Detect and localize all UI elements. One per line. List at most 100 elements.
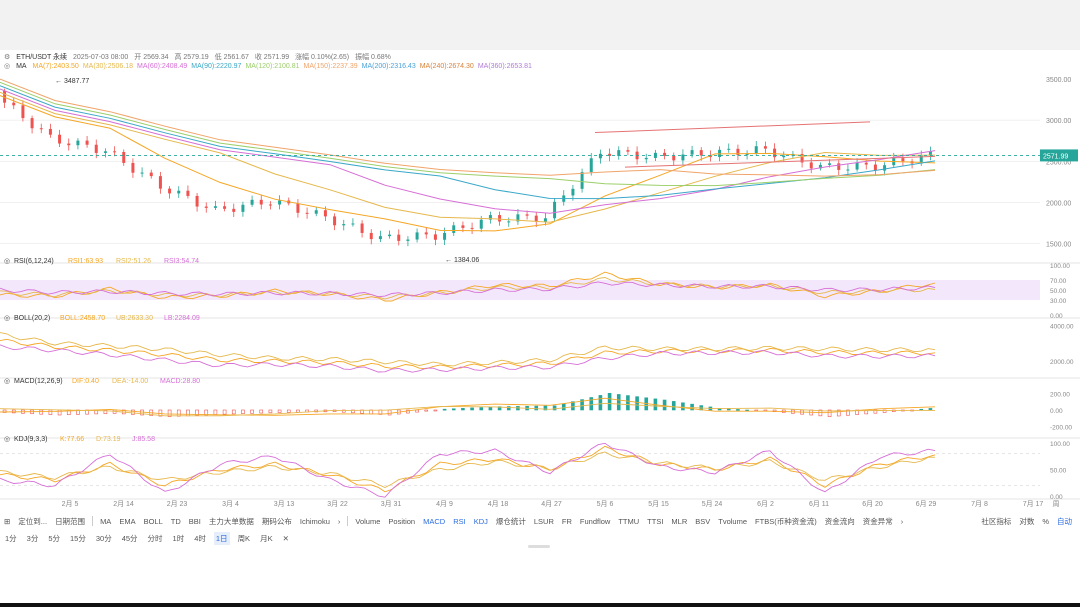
eye-icon[interactable]: ◎ — [4, 63, 11, 70]
macd-legend-item-2: MACD:28.80 — [160, 378, 200, 385]
sub-indicator-17[interactable]: › — [900, 516, 904, 526]
candle-body — [296, 203, 300, 213]
interval-11[interactable]: 月K — [260, 533, 273, 543]
main-indicator-2[interactable]: BOLL — [143, 516, 163, 526]
sub-indicator-13[interactable]: Tvolume — [718, 516, 748, 526]
candle-body — [736, 148, 740, 156]
macd-bar — [176, 409, 181, 417]
macd-bar — [561, 403, 566, 411]
candle-body — [470, 227, 474, 229]
interval-2[interactable]: 5分 — [48, 533, 61, 543]
sub-indicator-5[interactable]: 爆仓统计 — [495, 516, 526, 526]
candle-body — [873, 164, 877, 171]
candle-body — [534, 215, 538, 222]
price-axis-label-3: 1500.00 — [1046, 242, 1071, 249]
right-tool-2[interactable]: % — [1042, 516, 1049, 526]
right-tool-0[interactable]: 社区指标 — [981, 516, 1012, 526]
interval-9[interactable]: 1日 — [213, 531, 230, 545]
main-indicator-4[interactable]: BBI — [188, 516, 201, 526]
main-indicator-7[interactable]: Ichimoku — [299, 516, 330, 526]
right-tool-3[interactable]: 自动 — [1057, 516, 1072, 526]
interval-8[interactable]: 4时 — [194, 533, 206, 543]
main-indicator-3[interactable]: TD — [170, 516, 181, 526]
candle-body — [39, 128, 43, 130]
candle-body — [901, 158, 905, 162]
locate-icon[interactable]: ⊞ — [4, 516, 11, 526]
candle-body — [699, 150, 703, 156]
candle-body — [12, 102, 16, 106]
drag-handle[interactable] — [528, 545, 550, 548]
sub-indicator-9[interactable]: TTMU — [618, 516, 640, 526]
macd-bar — [186, 409, 190, 417]
sub-indicator-10[interactable]: TTSI — [647, 516, 664, 526]
sub-indicator-15[interactable]: 资金流向 — [824, 516, 855, 526]
main-indicator-1[interactable]: EMA — [119, 516, 136, 526]
main-indicator-0[interactable]: MA — [100, 516, 112, 526]
sub-indicator-0[interactable]: Volume — [355, 516, 381, 526]
interval-3[interactable]: 15分 — [70, 533, 86, 543]
x-axis-label-1: 2月 14 — [113, 500, 134, 508]
interval-selector: 1分 3分 5分 15分 30分 45分 分时 1时 4时 1日 周K 月K ✕ — [0, 531, 294, 545]
sub-indicator-7[interactable]: FR — [561, 516, 572, 526]
bottom-blank — [0, 548, 1080, 607]
candle-body — [223, 206, 227, 209]
main-indicator-8[interactable]: › — [337, 516, 341, 526]
interval-6[interactable]: 分时 — [147, 533, 163, 543]
toolbar-left-0[interactable]: 定位到... — [18, 516, 48, 526]
sub-indicator-3[interactable]: RSI — [453, 516, 466, 526]
interval-0[interactable]: 1分 — [5, 533, 17, 543]
sub-indicator-2[interactable]: MACD — [423, 516, 446, 526]
macd-bar — [48, 409, 53, 415]
amplitude-value: 振幅 0.68% — [355, 54, 391, 61]
sub-indicator-6[interactable]: LSUR — [533, 516, 554, 526]
interval-5[interactable]: 45分 — [121, 533, 138, 543]
interval-10[interactable]: 周K — [237, 533, 251, 543]
sub-indicator-12[interactable]: BSV — [695, 516, 711, 526]
x-axis-label-7: 4月 9 — [436, 500, 453, 508]
sub-indicator-16[interactable]: 资金异常 — [862, 516, 893, 526]
interval-4[interactable]: 30分 — [95, 533, 112, 543]
low-value: 低 2561.67 — [214, 54, 249, 61]
candle-body — [186, 190, 190, 196]
sub-indicator-11[interactable]: MLR — [671, 516, 688, 526]
macd-bar — [424, 409, 429, 412]
ma-legend-item-2: MA(60):2408.49 — [137, 63, 188, 70]
candle-body — [67, 143, 71, 146]
macd-bar — [607, 393, 612, 411]
candle-body — [818, 164, 822, 169]
x-axis-label-12: 5月 24 — [702, 500, 723, 508]
chart-canvas[interactable]: 3000.00 2500.00 2000.00 1500.00 3500.00 2571.… — [0, 50, 1080, 511]
candle-body — [617, 150, 621, 156]
macd-bar — [277, 409, 282, 413]
main-indicator-6[interactable]: 期码公布 — [261, 516, 292, 526]
candle-body — [314, 210, 318, 214]
main-indicator-5[interactable]: 主力大单数据 — [208, 516, 254, 526]
candle-body — [773, 148, 777, 158]
interval-7[interactable]: 1时 — [172, 533, 185, 543]
settings-icon[interactable]: ⚙ — [4, 54, 11, 61]
ma-line-3 — [0, 85, 936, 200]
sub-indicator-1[interactable]: Position — [388, 516, 416, 526]
macd-bar — [268, 409, 273, 414]
candle-body — [113, 151, 117, 153]
interval-1[interactable]: 3分 — [26, 533, 39, 543]
macd-line-1 — [0, 402, 936, 417]
sub-indicator-8[interactable]: Fundflow — [579, 516, 611, 526]
candle-body — [608, 153, 612, 156]
x-axis-label-13: 6月 2 — [757, 500, 774, 508]
high-mark-label: ← 3487.77 — [55, 78, 89, 85]
symbol-name: ETH/USDT 永续 — [16, 54, 68, 61]
ma-line-0 — [0, 95, 936, 232]
sub-indicator-4[interactable]: KDJ — [473, 516, 488, 526]
sub-indicator-14[interactable]: FTBS(币种资金流) — [755, 516, 817, 526]
candle-body — [369, 232, 373, 240]
close-value: 收 2571.99 — [254, 54, 290, 61]
interval-12[interactable]: ✕ — [282, 533, 289, 543]
right-tool-1[interactable]: 对数 — [1019, 516, 1035, 526]
candle-body — [48, 128, 52, 135]
macd-bar — [433, 409, 438, 412]
price-axis-label-top: 3500.00 — [1046, 77, 1071, 84]
candle-body — [103, 151, 107, 153]
macd-bar — [736, 409, 740, 411]
toolbar-left-1[interactable]: 日期范围 — [55, 516, 86, 526]
